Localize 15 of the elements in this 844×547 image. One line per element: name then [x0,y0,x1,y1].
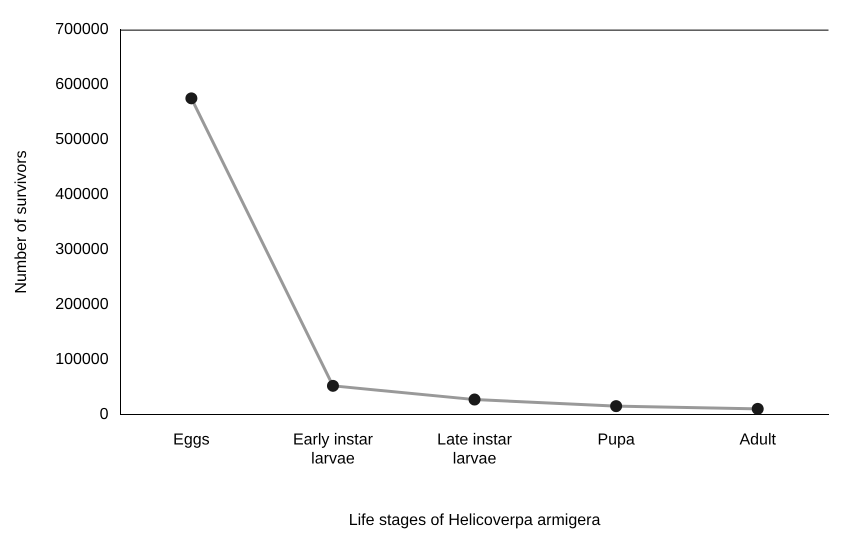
y-tick-label: 300000 [55,240,109,258]
y-tick-label: 600000 [55,76,109,93]
y-tick-label: 200000 [55,296,109,313]
x-tick-label: Early instar larvae [292,431,374,468]
y-tick-label: 0 [100,406,109,423]
x-tick-label: Eggs [173,431,210,448]
y-axis-title: Number of survivors [13,150,30,294]
y-tick-label: 700000 [55,21,109,38]
x-tick-label: Pupa [597,431,635,448]
y-tick-label: 400000 [55,186,109,203]
y-tick-label: 500000 [55,130,109,148]
x-axis-title: Life stages of Helicoverpa armigera [348,512,600,529]
x-tick-label: Adult [739,431,776,448]
x-tick-label: Late instar larvae [437,431,513,468]
y-tick-label: 100000 [55,350,109,368]
